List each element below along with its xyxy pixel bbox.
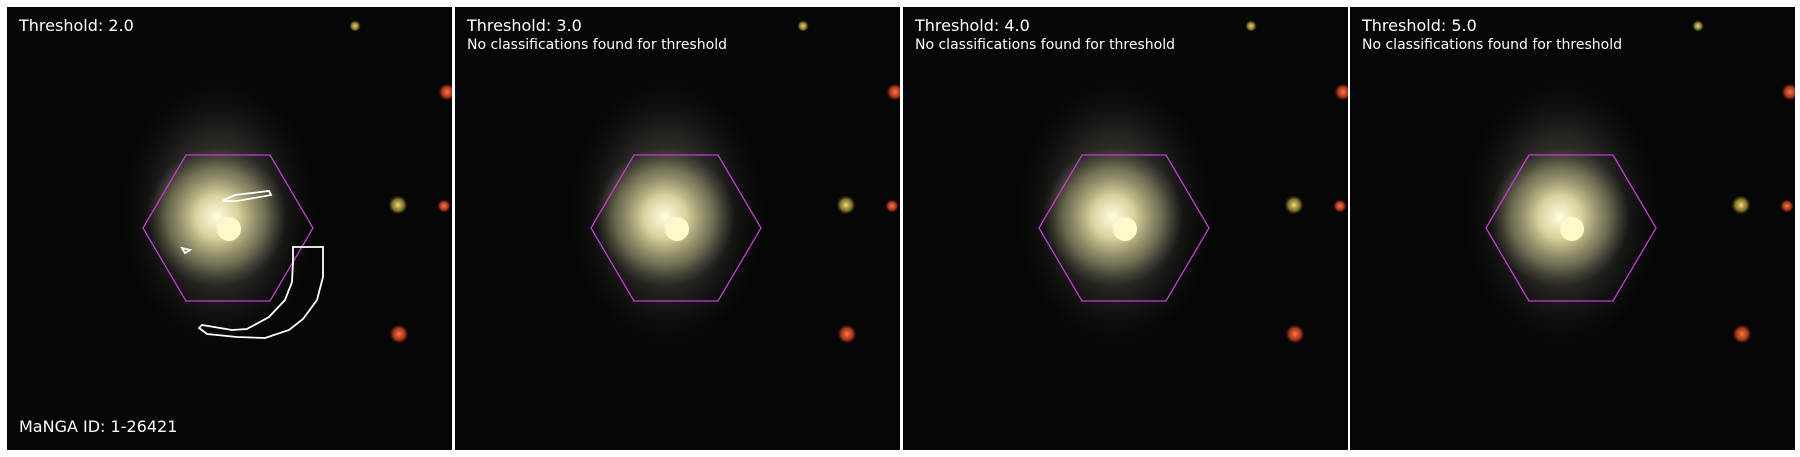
star xyxy=(886,83,900,101)
galaxy-bulge xyxy=(1043,147,1183,287)
star xyxy=(1285,324,1305,344)
galaxy-image xyxy=(455,7,900,450)
star xyxy=(349,20,361,32)
galaxy-core xyxy=(665,217,689,241)
ifu-hexagon xyxy=(142,154,314,302)
star xyxy=(1732,324,1752,344)
star xyxy=(388,195,408,215)
ifu-hexagon xyxy=(1485,154,1657,302)
galaxy-bulge xyxy=(595,147,735,287)
no-classifications-note: No classifications found for threshold xyxy=(1362,37,1622,53)
no-classifications-note: No classifications found for threshold xyxy=(467,37,727,53)
galaxy-core xyxy=(1560,217,1584,241)
galaxy-core xyxy=(217,217,241,241)
galaxy-image xyxy=(1350,7,1795,450)
star xyxy=(1284,195,1304,215)
classification-contour xyxy=(221,190,273,202)
galaxy-image xyxy=(903,7,1348,450)
galaxy-image xyxy=(7,7,452,450)
star xyxy=(1780,199,1794,213)
threshold-label: Threshold: 5.0 xyxy=(1362,16,1477,35)
star xyxy=(389,324,409,344)
galaxy-bulge xyxy=(1490,147,1630,287)
star xyxy=(1781,83,1795,101)
panel-threshold-2: Threshold: 2.0 MaNGA ID: 1-26421 xyxy=(7,7,452,450)
panel-threshold-4: Threshold: 4.0 No classifications found … xyxy=(903,7,1348,450)
classification-contour xyxy=(180,246,193,255)
no-classifications-note: No classifications found for threshold xyxy=(915,37,1175,53)
ifu-hexagon xyxy=(590,154,762,302)
star xyxy=(437,199,451,213)
panel-threshold-3: Threshold: 3.0 No classifications found … xyxy=(455,7,900,450)
threshold-label: Threshold: 2.0 xyxy=(19,16,134,35)
star xyxy=(1333,199,1347,213)
classification-contour xyxy=(197,246,324,339)
threshold-label: Threshold: 4.0 xyxy=(915,16,1030,35)
ifu-hexagon xyxy=(1038,154,1210,302)
star xyxy=(885,199,899,213)
star xyxy=(1334,83,1348,101)
star xyxy=(837,324,857,344)
star xyxy=(1692,20,1704,32)
manga-id-label: MaNGA ID: 1-26421 xyxy=(19,417,178,436)
star xyxy=(797,20,809,32)
threshold-label: Threshold: 3.0 xyxy=(467,16,582,35)
star xyxy=(1245,20,1257,32)
panel-threshold-5: Threshold: 5.0 No classifications found … xyxy=(1350,7,1795,450)
galaxy-bulge xyxy=(147,147,287,287)
galaxy-core xyxy=(1113,217,1137,241)
star xyxy=(1731,195,1751,215)
star xyxy=(438,83,452,101)
star xyxy=(836,195,856,215)
